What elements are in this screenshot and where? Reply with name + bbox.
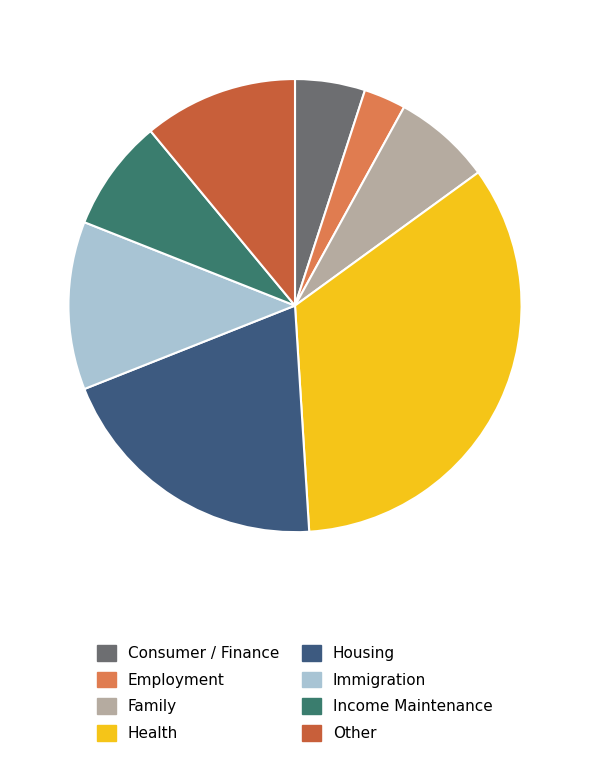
Legend: Consumer / Finance, Employment, Family, Health, Housing, Immigration, Income Mai: Consumer / Finance, Employment, Family, … [90,637,500,749]
Wedge shape [295,173,522,532]
Wedge shape [150,79,295,306]
Wedge shape [295,90,404,306]
Wedge shape [295,79,365,306]
Wedge shape [84,306,309,533]
Wedge shape [84,131,295,306]
Wedge shape [68,222,295,389]
Wedge shape [295,107,478,306]
